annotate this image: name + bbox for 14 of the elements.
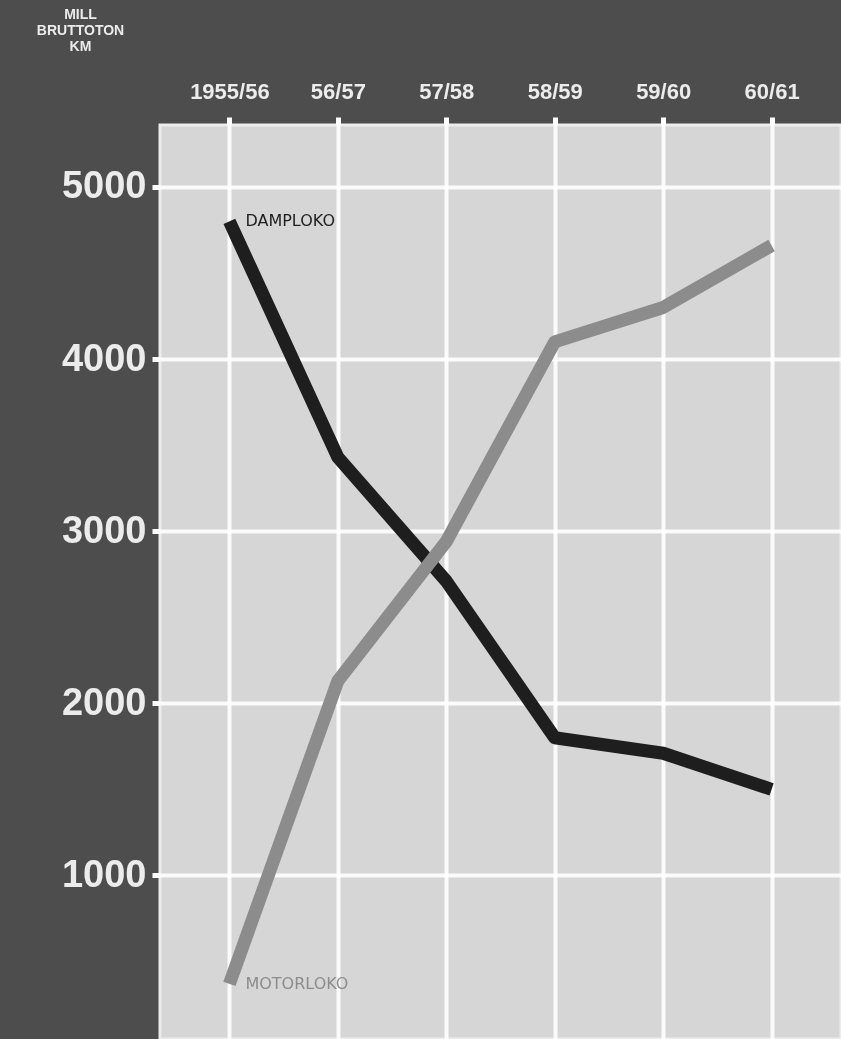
y-tick-label: 2000 <box>61 680 147 723</box>
x-tick-label: 58/59 <box>527 78 583 104</box>
y-tick-label: 4000 <box>61 336 147 379</box>
x-tick-label: 56/57 <box>310 78 366 104</box>
y-axis-title: MILL BRUTTOTON KM <box>36 5 125 54</box>
x-tick-label: 60/61 <box>744 78 800 104</box>
x-tick-label: 59/60 <box>636 78 692 104</box>
y-tick-label: 3000 <box>61 508 147 551</box>
series-label: MOTORLOKO <box>245 973 349 993</box>
x-tick-label: 1955/56 <box>190 78 270 104</box>
series-label: DAMPLOKO <box>245 211 335 231</box>
y-tick-label: 1000 <box>61 852 147 895</box>
y-tick-label: 5000 <box>61 164 147 207</box>
x-tick-label: 57/58 <box>419 78 475 104</box>
